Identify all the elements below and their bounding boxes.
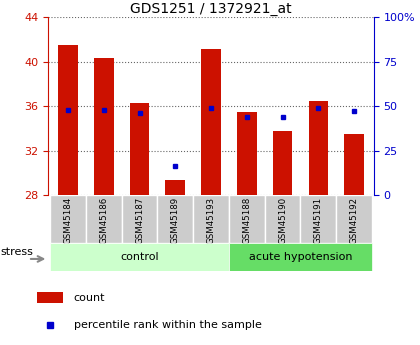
Text: count: count [74,293,105,303]
Bar [50,195,86,243]
Bar [122,195,158,243]
Text: GSM45186: GSM45186 [99,197,108,244]
Bar [229,195,265,243]
Bar [94,58,113,195]
Text: GSM45189: GSM45189 [171,197,180,244]
Bar [58,45,78,195]
Title: GDS1251 / 1372921_at: GDS1251 / 1372921_at [130,2,292,16]
Text: GSM45190: GSM45190 [278,197,287,244]
Text: stress: stress [0,247,33,257]
Bar [165,180,185,195]
Text: GSM45187: GSM45187 [135,197,144,244]
Bar [265,195,300,243]
Bar [50,243,229,271]
Text: percentile rank within the sample: percentile rank within the sample [74,320,262,330]
Bar [309,100,328,195]
Bar [344,134,364,195]
Text: GSM45184: GSM45184 [63,197,73,244]
Bar [158,195,193,243]
Text: GSM45192: GSM45192 [349,197,359,244]
Text: control: control [120,252,159,262]
Bar [336,195,372,243]
Bar [130,103,150,195]
Bar [229,243,372,271]
Text: GSM45188: GSM45188 [242,197,251,244]
Text: GSM45191: GSM45191 [314,197,323,244]
Bar [237,112,257,195]
Bar [273,130,292,195]
Bar [37,292,63,303]
Bar [193,195,229,243]
Text: GSM45193: GSM45193 [207,197,215,244]
Bar [300,195,336,243]
Bar [201,49,221,195]
Bar [86,195,122,243]
Text: acute hypotension: acute hypotension [249,252,352,262]
